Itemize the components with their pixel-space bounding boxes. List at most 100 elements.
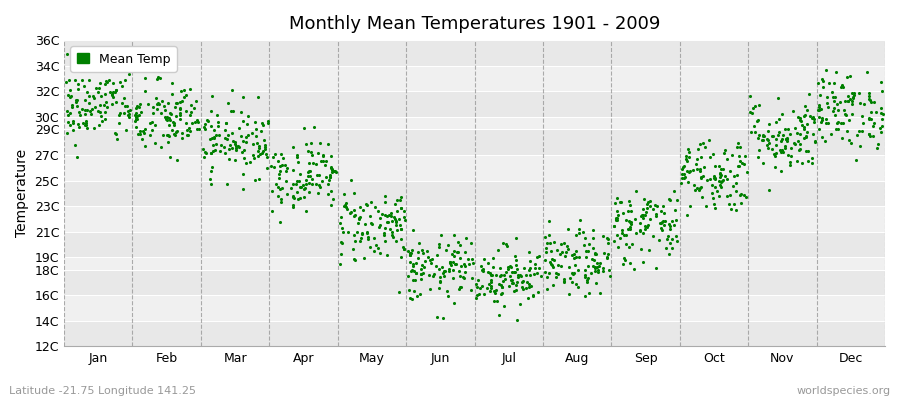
Point bbox=[405, 296, 419, 302]
Point bbox=[697, 173, 711, 180]
Point bbox=[275, 154, 290, 161]
Point bbox=[86, 95, 101, 101]
Point bbox=[428, 262, 443, 269]
Point bbox=[432, 265, 446, 272]
Point bbox=[302, 160, 317, 166]
Point bbox=[435, 232, 449, 239]
Point bbox=[588, 250, 602, 256]
Point bbox=[526, 270, 541, 277]
Point bbox=[751, 154, 765, 160]
Point bbox=[359, 229, 374, 235]
Point bbox=[218, 127, 232, 134]
Point bbox=[382, 212, 397, 218]
Point bbox=[846, 93, 860, 100]
Point bbox=[118, 102, 132, 109]
Point bbox=[798, 103, 813, 109]
Point bbox=[752, 102, 766, 108]
Point bbox=[132, 104, 147, 110]
Point bbox=[726, 183, 741, 189]
Point bbox=[488, 290, 502, 296]
Point bbox=[800, 106, 814, 113]
Point bbox=[657, 210, 671, 216]
Point bbox=[211, 123, 225, 129]
Point bbox=[862, 132, 877, 139]
Point bbox=[540, 273, 554, 280]
Point bbox=[662, 251, 676, 258]
Point bbox=[837, 107, 851, 113]
Point bbox=[296, 125, 310, 132]
Point bbox=[360, 201, 374, 208]
Point bbox=[867, 120, 881, 127]
Point bbox=[513, 271, 527, 278]
Point bbox=[165, 80, 179, 86]
Point bbox=[95, 118, 110, 124]
Point bbox=[611, 212, 625, 218]
Point bbox=[780, 138, 795, 144]
Point bbox=[750, 118, 764, 124]
Point bbox=[457, 261, 472, 267]
Point bbox=[477, 290, 491, 297]
Point bbox=[838, 98, 852, 104]
Point bbox=[150, 106, 165, 112]
Point bbox=[787, 140, 801, 147]
Point bbox=[305, 176, 320, 182]
Point bbox=[109, 86, 123, 93]
Bar bbox=[64, 117, 885, 130]
Point bbox=[382, 226, 397, 232]
Point bbox=[520, 279, 535, 285]
Point bbox=[788, 141, 802, 148]
Point bbox=[698, 144, 712, 151]
Point bbox=[837, 111, 851, 117]
Point bbox=[499, 268, 513, 275]
Point bbox=[511, 274, 526, 280]
Point bbox=[538, 234, 553, 240]
Point bbox=[425, 256, 439, 262]
Point bbox=[687, 182, 701, 189]
Point bbox=[66, 102, 80, 108]
Point bbox=[679, 156, 693, 162]
Point bbox=[285, 166, 300, 173]
Point bbox=[353, 238, 367, 244]
Point bbox=[562, 264, 576, 270]
Point bbox=[184, 109, 199, 116]
Point bbox=[93, 102, 107, 108]
Point bbox=[156, 132, 170, 138]
Point bbox=[826, 98, 841, 105]
Point bbox=[343, 210, 357, 216]
Point bbox=[254, 128, 268, 134]
Point bbox=[643, 203, 657, 209]
Point bbox=[864, 99, 878, 105]
Point bbox=[397, 246, 411, 252]
Point bbox=[310, 181, 324, 187]
Point bbox=[696, 140, 710, 146]
Point bbox=[786, 108, 800, 115]
Point bbox=[572, 267, 586, 273]
Point bbox=[700, 176, 715, 183]
Point bbox=[319, 174, 333, 181]
Point bbox=[503, 273, 517, 280]
Point bbox=[508, 268, 522, 275]
Point bbox=[369, 242, 383, 249]
Point bbox=[715, 177, 729, 184]
Point bbox=[408, 277, 422, 284]
Point bbox=[80, 89, 94, 96]
Point bbox=[356, 207, 370, 213]
Point bbox=[661, 233, 675, 239]
Point bbox=[580, 263, 595, 270]
Point bbox=[547, 239, 562, 245]
Point bbox=[556, 276, 571, 282]
Point bbox=[511, 272, 526, 278]
Point bbox=[861, 116, 876, 122]
Point bbox=[213, 148, 228, 154]
Point bbox=[757, 132, 771, 139]
Point bbox=[806, 119, 821, 125]
Point bbox=[384, 218, 399, 224]
Point bbox=[347, 212, 362, 219]
Point bbox=[213, 142, 228, 148]
Point bbox=[378, 238, 392, 244]
Point bbox=[189, 116, 203, 123]
Point bbox=[702, 137, 716, 143]
Point bbox=[831, 125, 845, 132]
Point bbox=[273, 218, 287, 225]
Point bbox=[674, 171, 688, 178]
